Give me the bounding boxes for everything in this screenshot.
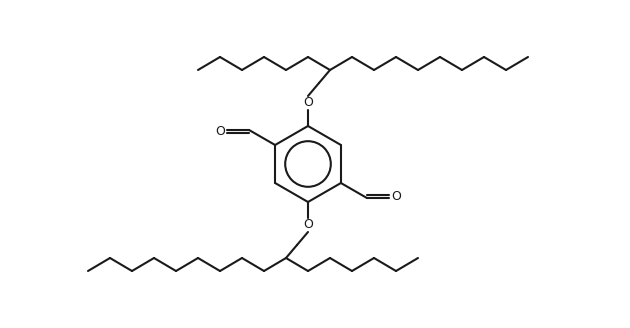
Text: O: O bbox=[215, 125, 225, 138]
Text: O: O bbox=[303, 218, 313, 232]
Text: O: O bbox=[303, 96, 313, 110]
Text: O: O bbox=[391, 190, 401, 203]
